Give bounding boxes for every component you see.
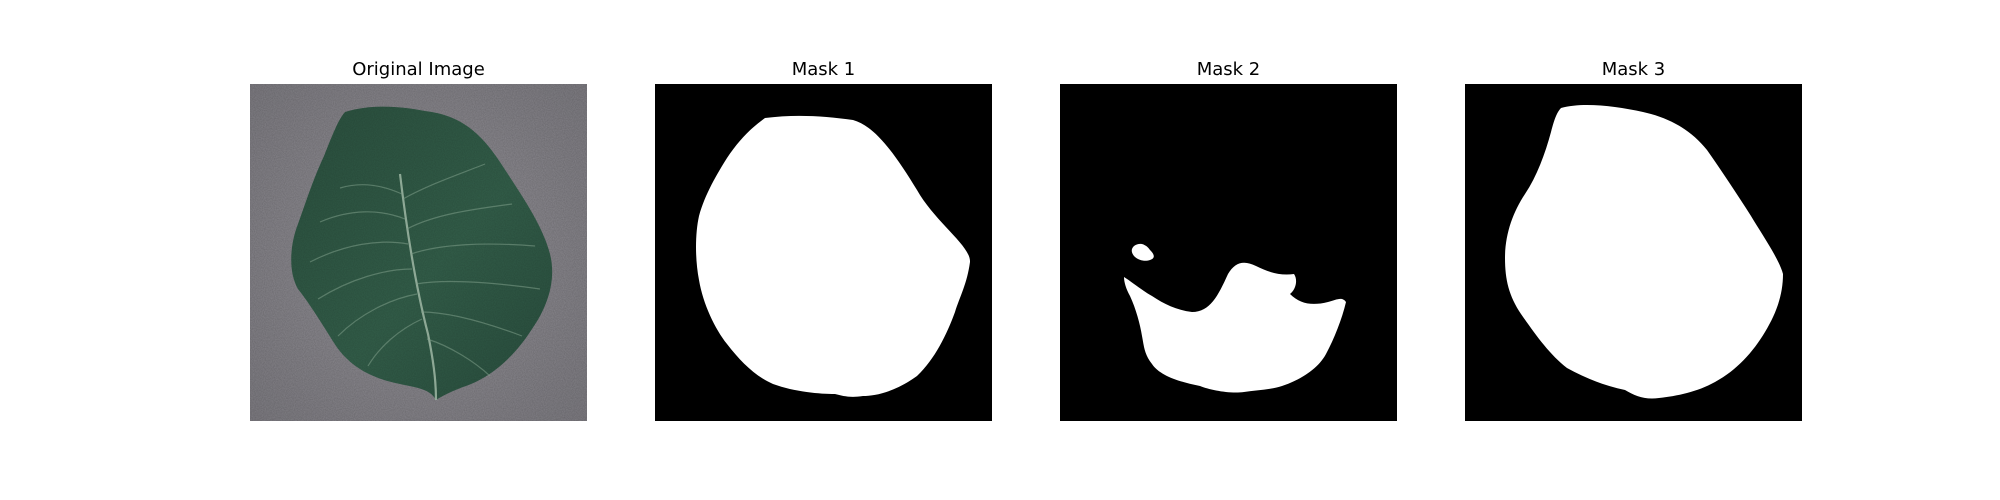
mask-2-panel [1060,84,1397,421]
leaf-photo [250,84,587,421]
mask-3-image [1465,84,1802,421]
mask-1-image [655,84,992,421]
mask-2-small-blob [1131,243,1154,261]
panel-title-mask-1: Mask 1 [791,59,856,80]
mask-1-panel [655,84,992,421]
leaf-veins [309,163,541,377]
mask-3-panel [1465,84,1802,421]
panel-title-original: Original Image [352,59,485,80]
mask-1-region [696,115,971,397]
mask-2-region [1124,262,1346,393]
original-image-panel [250,84,587,421]
mask-2-image [1060,84,1397,421]
panel-title-mask-2: Mask 2 [1196,59,1261,80]
mask-3-region [1505,105,1783,399]
panel-title-mask-3: Mask 3 [1601,59,1666,80]
leaf-midrib [398,173,438,401]
